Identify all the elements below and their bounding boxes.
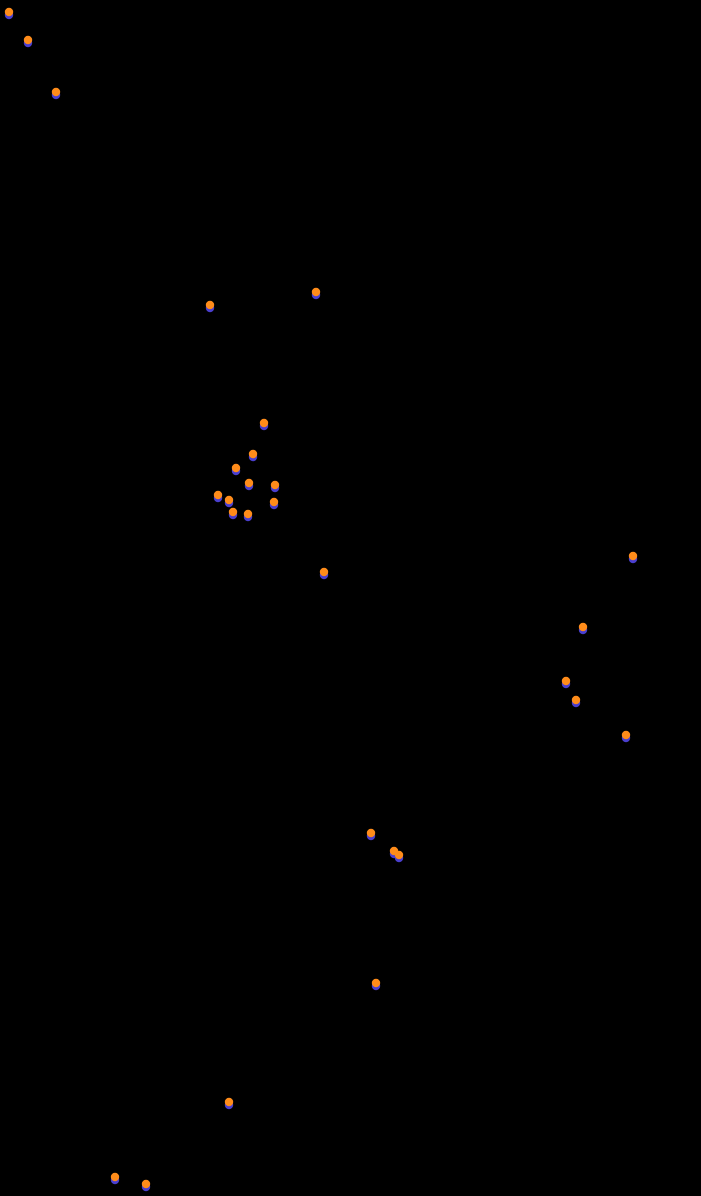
plot-background (0, 0, 701, 1196)
scatter-point (312, 288, 320, 299)
point-marker (320, 568, 328, 576)
scatter-plot (0, 0, 701, 1196)
scatter-point (245, 479, 253, 490)
scatter-point (622, 731, 630, 742)
scatter-point (320, 568, 328, 579)
point-marker (312, 288, 320, 296)
scatter-point (111, 1173, 119, 1184)
scatter-point (271, 481, 279, 492)
scatter-point (225, 1098, 233, 1109)
point-marker (562, 677, 570, 685)
scatter-point (395, 851, 403, 862)
scatter-point (225, 496, 233, 507)
scatter-point (232, 464, 240, 475)
point-marker (579, 623, 587, 631)
point-marker (245, 479, 253, 487)
point-marker (367, 829, 375, 837)
scatter-point (142, 1180, 150, 1191)
point-marker (249, 450, 257, 458)
scatter-point (367, 829, 375, 840)
scatter-point (260, 419, 268, 430)
scatter-point (372, 979, 380, 990)
point-marker (244, 510, 252, 518)
point-marker (225, 496, 233, 504)
point-marker (572, 696, 580, 704)
scatter-point (572, 696, 580, 707)
point-marker (629, 552, 637, 560)
point-marker (232, 464, 240, 472)
point-marker (52, 88, 60, 96)
point-marker (206, 301, 214, 309)
scatter-point (249, 450, 257, 461)
point-marker (260, 419, 268, 427)
scatter-point (244, 510, 252, 521)
scatter-point (229, 508, 237, 519)
scatter-point (5, 8, 13, 19)
point-marker (5, 8, 13, 16)
scatter-point (562, 677, 570, 688)
point-marker (111, 1173, 119, 1181)
point-marker (24, 36, 32, 44)
scatter-point (214, 491, 222, 502)
point-marker (225, 1098, 233, 1106)
scatter-point (206, 301, 214, 312)
point-marker (622, 731, 630, 739)
point-marker (229, 508, 237, 516)
point-marker (271, 481, 279, 489)
point-marker (395, 851, 403, 859)
point-marker (270, 498, 278, 506)
scatter-point (579, 623, 587, 634)
scatter-point (270, 498, 278, 509)
scatter-point (629, 552, 637, 563)
scatter-point (24, 36, 32, 47)
point-marker (142, 1180, 150, 1188)
scatter-point (52, 88, 60, 99)
point-marker (214, 491, 222, 499)
point-marker (372, 979, 380, 987)
